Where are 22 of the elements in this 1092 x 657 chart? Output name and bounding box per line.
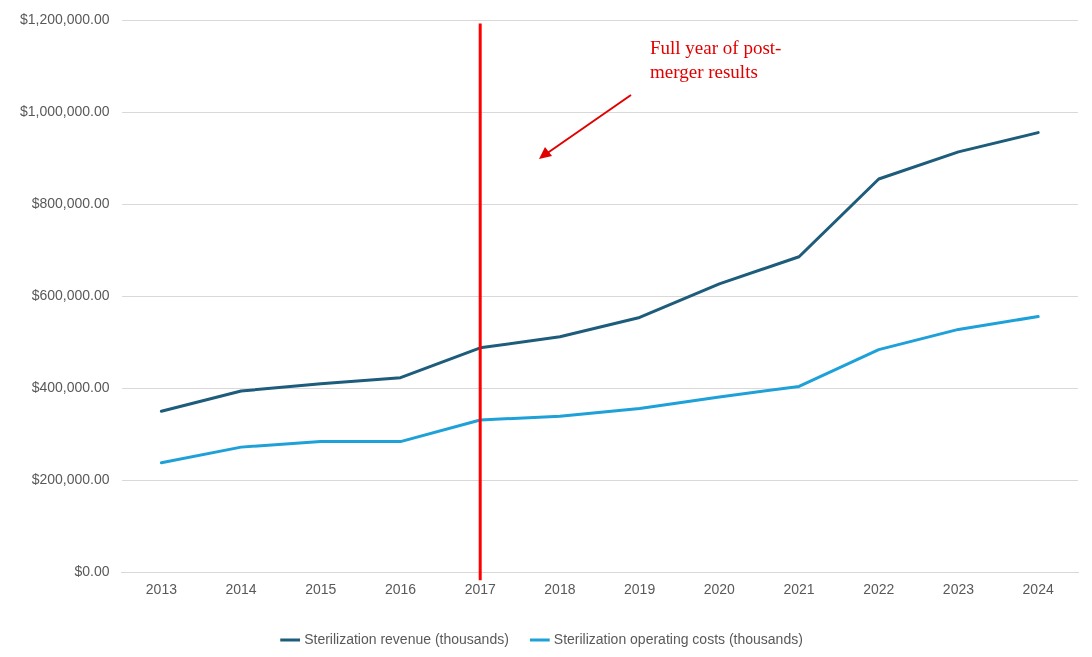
x-tick-label: 2015 xyxy=(305,581,337,598)
x-tick-label: 2013 xyxy=(145,581,178,598)
y-tick-label: $1,200,000.00 xyxy=(20,11,110,28)
y-tick-label: $800,000.00 xyxy=(31,195,110,212)
x-tick-label: 2019 xyxy=(624,581,656,598)
legend-label: Sterilization revenue (thousands) xyxy=(304,630,509,647)
x-tick-label: 2018 xyxy=(544,581,576,598)
y-tick-label: $600,000.00 xyxy=(31,287,110,304)
x-tick-label: 2022 xyxy=(863,581,895,598)
x-tick-label: 2017 xyxy=(464,581,496,598)
y-tick-label: $1,000,000.00 xyxy=(20,103,110,120)
y-tick-label: $200,000.00 xyxy=(31,471,110,488)
annotation: Full year of post-merger results xyxy=(650,36,783,84)
x-tick-label: 2020 xyxy=(703,581,736,598)
y-tick-label: $0.00 xyxy=(74,563,110,580)
x-tick-label: 2016 xyxy=(384,581,417,598)
x-tick-label: 2014 xyxy=(225,581,257,598)
x-tick-label: 2023 xyxy=(942,581,975,598)
x-tick-label: 2021 xyxy=(783,581,815,598)
y-tick-label: $400,000.00 xyxy=(31,379,110,396)
x-tick-label: 2024 xyxy=(1022,581,1054,598)
legend-label: Sterilization operating costs (thousands) xyxy=(553,630,803,647)
